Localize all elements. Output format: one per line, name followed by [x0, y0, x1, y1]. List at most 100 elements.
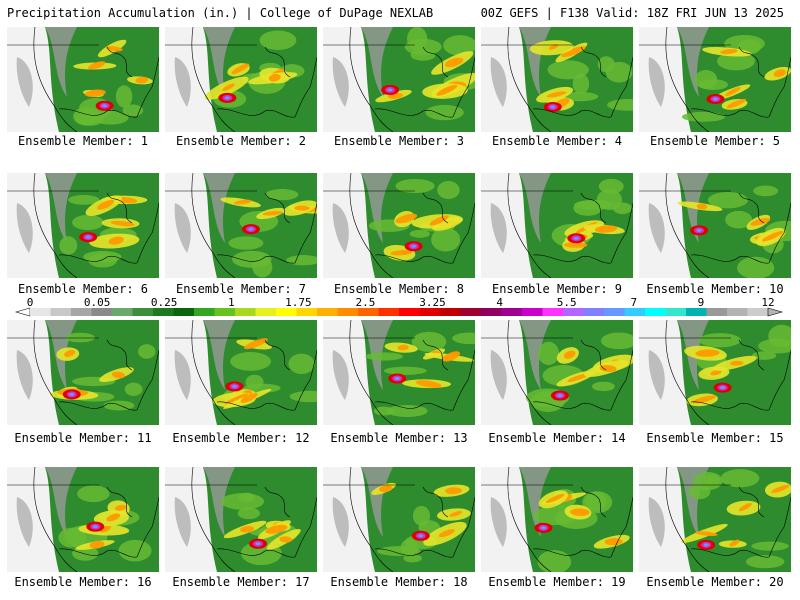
gulf-coast-line — [374, 401, 454, 411]
gulf-coast-line — [58, 108, 138, 118]
panel-caption: Ensemble Member: 10 — [646, 282, 784, 296]
dry-region — [639, 320, 691, 425]
color-swatch — [214, 308, 236, 316]
legend-tick-label: 1 — [227, 296, 235, 309]
gulf-coast-line — [532, 548, 612, 558]
east-coast-line — [768, 496, 791, 558]
great-lakes-outline — [738, 192, 765, 224]
legend-tick-label: 0.25 — [150, 296, 178, 309]
great-lakes-outline — [580, 46, 607, 78]
legend-tick-label: 0 — [26, 296, 34, 309]
great-lakes-outline — [422, 46, 449, 78]
panel-caption: Ensemble Member: 6 — [17, 282, 149, 296]
coastline — [33, 27, 78, 132]
map-panel — [7, 467, 159, 572]
dry-region — [323, 467, 375, 572]
color-swatch — [747, 308, 769, 316]
color-swatch — [358, 308, 379, 316]
legend-tick-label: 7 — [630, 296, 638, 309]
panel-caption: Ensemble Member: 12 — [172, 431, 310, 445]
east-coast-line — [768, 56, 791, 118]
gulf-coast-line — [58, 401, 138, 411]
dry-region — [639, 27, 691, 132]
great-lakes-outline — [264, 486, 291, 518]
light-precip-area — [174, 203, 191, 253]
map-panel — [7, 27, 159, 132]
color-swatch — [153, 308, 174, 316]
panel-caption: Ensemble Member: 7 — [175, 282, 307, 296]
color-swatch — [727, 308, 748, 316]
great-lakes-outline — [106, 486, 133, 518]
map-panel — [639, 173, 791, 278]
map-panel — [7, 173, 159, 278]
gulf-coast-line — [58, 254, 138, 264]
dry-region — [165, 173, 217, 278]
dry-region — [323, 320, 375, 425]
coastline — [349, 320, 394, 425]
scale-max-arrow — [767, 307, 784, 317]
panel-caption: Ensemble Member: 14 — [488, 431, 626, 445]
map-panel — [165, 320, 317, 425]
color-swatch — [522, 308, 543, 316]
east-coast-line — [452, 496, 475, 558]
valid-time: 00Z GEFS | F138 Valid: 18Z FRI JUN 13 20… — [480, 6, 784, 20]
light-precip-area — [332, 350, 349, 400]
light-precip-area — [16, 57, 33, 107]
legend-tick-label: 2.5 — [355, 296, 376, 309]
panel-caption: Ensemble Member: 8 — [333, 282, 465, 296]
color-swatch — [317, 308, 338, 316]
coastline — [507, 173, 552, 278]
dry-region — [165, 320, 217, 425]
map-panel — [7, 320, 159, 425]
great-lakes-outline — [106, 192, 133, 224]
light-precip-area — [332, 57, 349, 107]
color-swatch — [50, 308, 72, 316]
map-panel — [481, 27, 633, 132]
east-coast-line — [294, 202, 317, 264]
light-precip-area — [174, 497, 191, 547]
panel-caption: Ensemble Member: 20 — [646, 575, 784, 589]
panel-caption: Ensemble Member: 5 — [649, 134, 781, 148]
east-coast-line — [452, 202, 475, 264]
light-precip-area — [16, 350, 33, 400]
color-swatch — [563, 308, 584, 316]
legend-tick-label: 5.5 — [556, 296, 577, 309]
legend-tick-label: 3.25 — [419, 296, 446, 309]
light-precip-area — [490, 203, 507, 253]
coastline — [33, 467, 78, 572]
great-lakes-outline — [264, 46, 291, 78]
great-lakes-outline — [738, 339, 765, 371]
color-swatch — [71, 308, 92, 316]
coastline — [665, 173, 710, 278]
color-scale-legend: 0 0.05 0.25 1 1.75 2.5 3.25 4 5.5 7 9 12 — [8, 296, 790, 320]
color-swatch — [91, 308, 113, 316]
coastline — [665, 320, 710, 425]
gulf-coast-line — [216, 108, 296, 118]
panel-caption: Ensemble Member: 1 — [17, 134, 149, 148]
great-lakes-outline — [106, 339, 133, 371]
color-swatch — [665, 308, 687, 316]
east-coast-line — [768, 349, 791, 411]
east-coast-line — [768, 202, 791, 264]
color-swatch — [542, 308, 564, 316]
light-precip-area — [490, 57, 507, 107]
great-lakes-outline — [106, 46, 133, 78]
color-swatch — [194, 308, 215, 316]
legend-tick-label: 4 — [496, 296, 503, 309]
color-swatch — [30, 308, 51, 316]
light-precip-area — [332, 203, 349, 253]
great-lakes-outline — [580, 192, 607, 224]
map-panel — [639, 27, 791, 132]
east-coast-line — [452, 349, 475, 411]
coastline — [191, 173, 236, 278]
dry-region — [323, 173, 375, 278]
map-panel — [481, 320, 633, 425]
gulf-coast-line — [374, 254, 454, 264]
coastline — [665, 467, 710, 572]
dry-region — [7, 320, 59, 425]
color-swatch — [501, 308, 523, 316]
coastline — [349, 467, 394, 572]
gulf-coast-line — [374, 108, 454, 118]
coastline — [507, 27, 552, 132]
light-precip-area — [648, 57, 665, 107]
